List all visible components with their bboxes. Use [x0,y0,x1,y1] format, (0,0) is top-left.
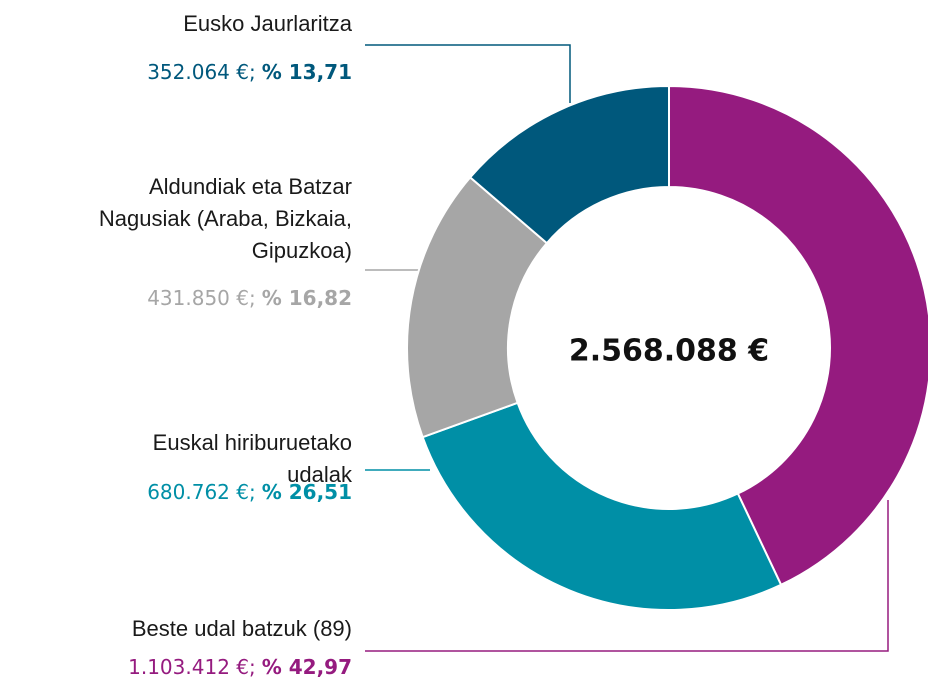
value-label: 352.064 €;% 13,71 [147,57,352,87]
amount: 1.103.412 €; [128,655,256,679]
slice [668,84,928,587]
value-label: 1.103.412 €;% 42,97 [128,652,352,682]
value-label: 431.850 €;% 16,82 [147,283,352,313]
percent: % 42,97 [261,655,352,679]
connectors [365,44,889,652]
amount: 431.850 €; [147,286,256,310]
center-total: 2.568.088 € [569,334,769,369]
percent: % 16,82 [261,286,352,310]
percent: % 26,51 [261,480,352,504]
category-label: Euskal hiriburuetako udalak [152,430,352,487]
connector [365,44,571,103]
connector [365,500,889,652]
amount: 352.064 €; [147,60,256,84]
percent: % 13,71 [261,60,352,84]
category-label: Eusko Jaurlaritza [183,11,352,36]
amount: 680.762 €; [147,480,256,504]
category-label: Beste udal batzuk (89) [131,616,352,641]
slice [468,84,670,245]
value-label: 680.762 €;% 26,51 [147,477,352,507]
category-label: Aldundiak eta Batzar Nagusiak (Araba, Bi… [98,174,352,263]
slice [421,401,783,611]
